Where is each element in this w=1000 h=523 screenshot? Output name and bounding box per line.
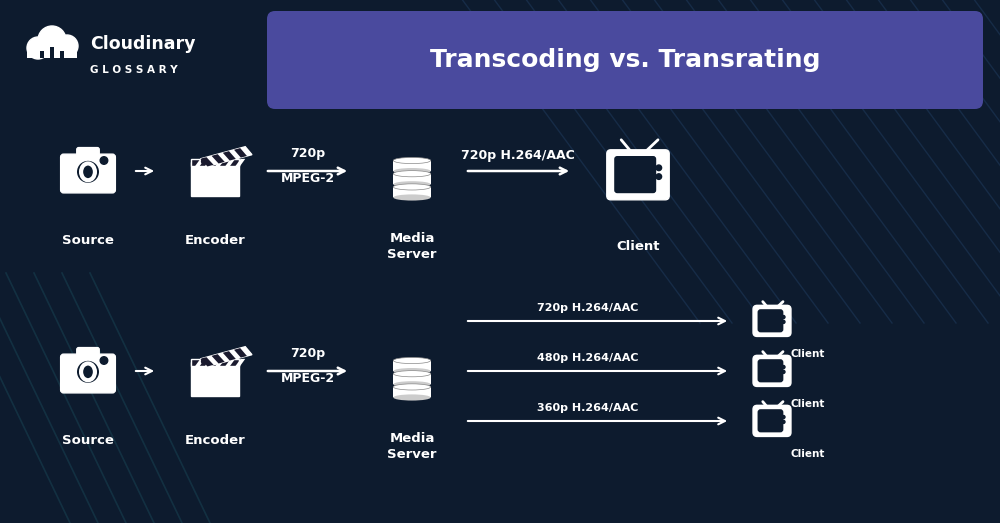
Polygon shape <box>200 347 252 367</box>
Ellipse shape <box>81 363 95 380</box>
Text: Encoder: Encoder <box>185 435 245 448</box>
Text: Client: Client <box>791 399 825 409</box>
Polygon shape <box>195 159 205 166</box>
Circle shape <box>100 157 108 164</box>
Polygon shape <box>393 374 431 384</box>
Circle shape <box>782 321 785 323</box>
FancyBboxPatch shape <box>758 359 783 382</box>
Polygon shape <box>393 161 431 171</box>
FancyBboxPatch shape <box>77 348 99 359</box>
Ellipse shape <box>393 381 431 388</box>
Circle shape <box>782 366 785 369</box>
Polygon shape <box>235 159 245 166</box>
Ellipse shape <box>393 170 431 177</box>
Polygon shape <box>215 159 225 166</box>
FancyBboxPatch shape <box>758 409 783 433</box>
Circle shape <box>100 357 108 365</box>
Ellipse shape <box>393 168 431 174</box>
Polygon shape <box>212 354 225 363</box>
Ellipse shape <box>81 164 95 180</box>
FancyBboxPatch shape <box>191 359 239 367</box>
Polygon shape <box>235 359 245 367</box>
FancyBboxPatch shape <box>61 154 115 193</box>
Text: Media
Server: Media Server <box>387 233 437 262</box>
Text: Client: Client <box>616 241 660 254</box>
Polygon shape <box>225 159 235 166</box>
Text: 720p H.264/AAC: 720p H.264/AAC <box>537 303 639 313</box>
Polygon shape <box>200 157 214 166</box>
Polygon shape <box>212 154 225 164</box>
FancyBboxPatch shape <box>40 51 44 58</box>
FancyBboxPatch shape <box>267 11 983 109</box>
Polygon shape <box>215 359 225 367</box>
Text: Client: Client <box>791 349 825 359</box>
FancyBboxPatch shape <box>191 159 239 166</box>
Polygon shape <box>225 359 235 367</box>
Text: 720p: 720p <box>290 347 326 359</box>
Ellipse shape <box>393 181 431 187</box>
Ellipse shape <box>393 394 431 401</box>
Ellipse shape <box>393 157 431 164</box>
Polygon shape <box>393 187 431 198</box>
Text: Media
Server: Media Server <box>387 433 437 461</box>
Text: 360p H.264/AAC: 360p H.264/AAC <box>537 403 639 413</box>
Text: Encoder: Encoder <box>185 234 245 247</box>
Polygon shape <box>393 387 431 397</box>
Polygon shape <box>223 151 236 161</box>
Polygon shape <box>393 174 431 184</box>
Polygon shape <box>234 148 247 157</box>
Polygon shape <box>200 146 252 166</box>
Circle shape <box>56 35 78 57</box>
Ellipse shape <box>393 384 431 390</box>
Text: 480p H.264/AAC: 480p H.264/AAC <box>537 353 639 363</box>
Text: Source: Source <box>62 435 114 448</box>
Circle shape <box>782 420 785 424</box>
FancyBboxPatch shape <box>61 354 115 393</box>
Ellipse shape <box>393 195 431 200</box>
FancyBboxPatch shape <box>753 305 791 336</box>
Text: 720p: 720p <box>290 146 326 160</box>
Circle shape <box>27 37 49 59</box>
Circle shape <box>202 358 207 365</box>
Text: Source: Source <box>62 234 114 247</box>
FancyBboxPatch shape <box>753 405 791 436</box>
Polygon shape <box>223 351 236 360</box>
FancyBboxPatch shape <box>191 162 239 196</box>
FancyBboxPatch shape <box>50 47 54 58</box>
Polygon shape <box>205 159 215 166</box>
Circle shape <box>38 26 66 54</box>
FancyBboxPatch shape <box>27 46 77 58</box>
Text: MPEG-2: MPEG-2 <box>281 173 335 186</box>
Polygon shape <box>200 357 214 367</box>
Text: 720p H.264/AAC: 720p H.264/AAC <box>461 149 575 162</box>
Circle shape <box>75 158 101 185</box>
Circle shape <box>782 315 785 319</box>
Circle shape <box>656 165 662 170</box>
Polygon shape <box>195 359 205 367</box>
FancyBboxPatch shape <box>614 156 656 193</box>
Text: Cloudinary: Cloudinary <box>90 35 196 53</box>
Text: G L O S S A R Y: G L O S S A R Y <box>90 65 178 75</box>
Text: Client: Client <box>791 449 825 459</box>
FancyBboxPatch shape <box>60 51 64 58</box>
Polygon shape <box>205 359 215 367</box>
FancyBboxPatch shape <box>191 362 239 396</box>
Ellipse shape <box>393 371 431 377</box>
FancyBboxPatch shape <box>77 147 99 159</box>
Ellipse shape <box>393 368 431 374</box>
Text: Transcoding vs. Transrating: Transcoding vs. Transrating <box>430 48 820 72</box>
Ellipse shape <box>393 184 431 190</box>
Ellipse shape <box>393 357 431 363</box>
Polygon shape <box>393 360 431 371</box>
Circle shape <box>782 415 785 418</box>
Circle shape <box>656 174 662 179</box>
FancyBboxPatch shape <box>758 309 783 332</box>
Text: MPEG-2: MPEG-2 <box>281 372 335 385</box>
FancyBboxPatch shape <box>607 150 669 200</box>
Circle shape <box>782 370 785 373</box>
Circle shape <box>75 358 101 385</box>
Circle shape <box>202 158 207 164</box>
FancyBboxPatch shape <box>753 355 791 386</box>
Polygon shape <box>234 348 247 358</box>
